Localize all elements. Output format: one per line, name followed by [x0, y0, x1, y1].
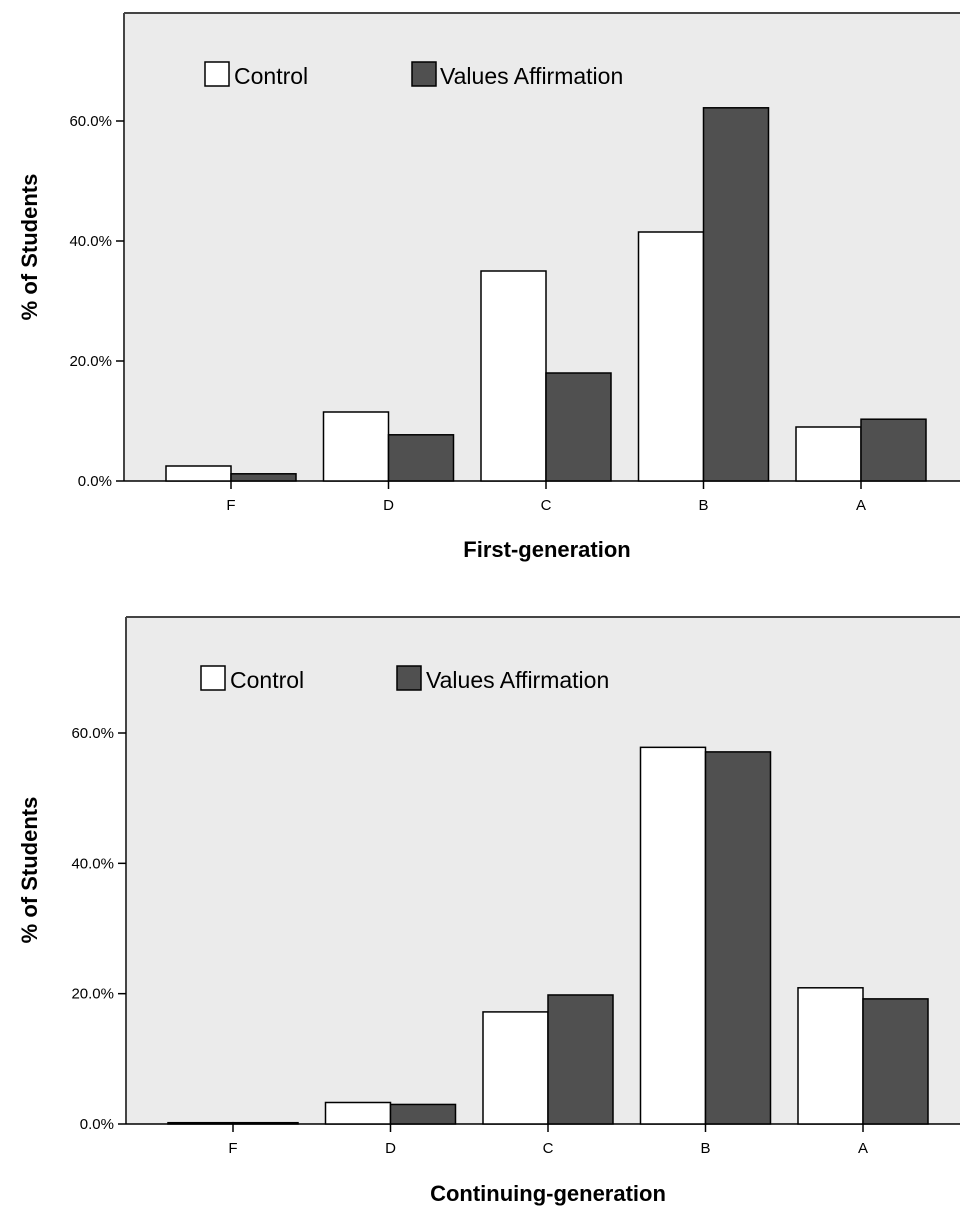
legend: Control Values Affirmation	[200, 665, 609, 693]
x-tick-label-B: B	[698, 497, 708, 514]
x-tick-label-D: D	[383, 497, 394, 514]
bar-values-affirmation-C	[545, 372, 612, 482]
y-tick-label: 0.0%	[80, 1116, 114, 1133]
x-axis-title: First-generation	[463, 537, 630, 562]
x-tick-label-F: F	[226, 497, 235, 514]
x-tick-label-A: A	[856, 497, 866, 514]
bar-values-affirmation-A	[860, 418, 927, 482]
x-tick-label-F: F	[228, 1140, 237, 1157]
bar-values-affirmation-C	[547, 994, 614, 1125]
bar-control-F	[165, 465, 232, 482]
bar-values-affirmation-B	[704, 751, 772, 1125]
y-ticks: 0.0% 20.0% 40.0% 60.0%	[69, 113, 124, 490]
legend-swatch-control	[200, 665, 226, 691]
bar-values-affirmation-F	[232, 1121, 299, 1125]
bar-control-B	[639, 746, 707, 1125]
y-tick-label: 20.0%	[69, 353, 112, 370]
y-tick-label: 0.0%	[78, 473, 112, 490]
chart-panel-first-generation: 0.0% 20.0% 40.0% 60.0% F D C B A Control Values…	[17, 12, 960, 562]
y-tick-label: 40.0%	[71, 855, 114, 872]
legend-label-control: Control	[230, 667, 304, 693]
legend: Control Values Affirmation	[204, 61, 623, 89]
y-axis-title: % of Students	[17, 797, 42, 944]
y-tick-label: 60.0%	[69, 113, 112, 130]
bar-control-A	[797, 987, 864, 1125]
bar-control-D	[324, 1101, 392, 1125]
bar-control-B	[637, 231, 705, 482]
x-tick-label-C: C	[541, 497, 552, 514]
chart-panel-continuing-generation: 0.0% 20.0% 40.0% 60.0% F D C B A Control Values…	[17, 616, 960, 1206]
bar-values-affirmation-F	[230, 473, 297, 482]
bar-control-C	[480, 270, 547, 482]
x-tick-label-B: B	[700, 1140, 710, 1157]
bar-values-affirmation-D	[387, 434, 455, 482]
y-tick-label: 40.0%	[69, 233, 112, 250]
bar-control-A	[795, 426, 862, 482]
bars	[165, 107, 927, 482]
bar-values-affirmation-D	[389, 1103, 457, 1125]
x-axis-title: Continuing-generation	[430, 1181, 666, 1206]
y-ticks: 0.0% 20.0% 40.0% 60.0%	[71, 725, 126, 1133]
y-tick-label: 60.0%	[71, 725, 114, 742]
bar-control-C	[482, 1011, 549, 1125]
x-tick-label-D: D	[385, 1140, 396, 1157]
legend-swatch-values-affirmation	[396, 665, 422, 691]
legend-label-values-affirmation: Values Affirmation	[426, 667, 609, 693]
bar-control-D	[322, 411, 390, 482]
legend-swatch-control	[204, 61, 230, 87]
x-tick-label-A: A	[858, 1140, 868, 1157]
y-tick-label: 20.0%	[71, 986, 114, 1003]
legend-swatch-values-affirmation	[411, 61, 437, 87]
legend-label-control: Control	[234, 63, 308, 89]
bars	[167, 746, 929, 1125]
bar-values-affirmation-A	[862, 998, 929, 1125]
legend-label-values-affirmation: Values Affirmation	[440, 63, 623, 89]
y-axis-title: % of Students	[17, 174, 42, 321]
x-tick-label-C: C	[543, 1140, 554, 1157]
bar-control-F	[167, 1121, 234, 1125]
bar-values-affirmation-B	[702, 107, 770, 482]
